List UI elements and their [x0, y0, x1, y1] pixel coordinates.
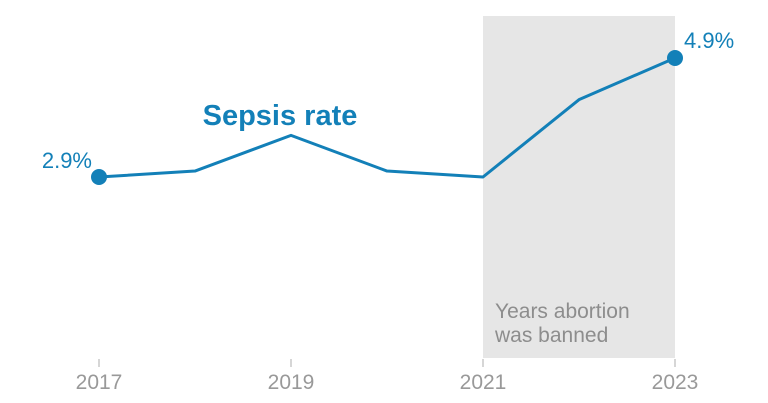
x-tick-label-2021: 2021: [460, 371, 507, 394]
value-label-2017: 2.9%: [42, 148, 92, 173]
band-annotation-line1: Years abortion: [495, 300, 630, 323]
data-point-2017: [91, 169, 107, 185]
chart-title: Sepsis rate: [203, 100, 358, 132]
value-label-2023: 4.9%: [684, 28, 734, 53]
band-annotation-line2: was banned: [494, 324, 608, 347]
x-tick-label-2019: 2019: [268, 371, 315, 394]
x-tick-label-2023: 2023: [652, 371, 699, 394]
sepsis-rate-line: [97, 56, 677, 179]
x-tick-label-2017: 2017: [76, 371, 123, 394]
data-point-2023: [667, 50, 683, 66]
